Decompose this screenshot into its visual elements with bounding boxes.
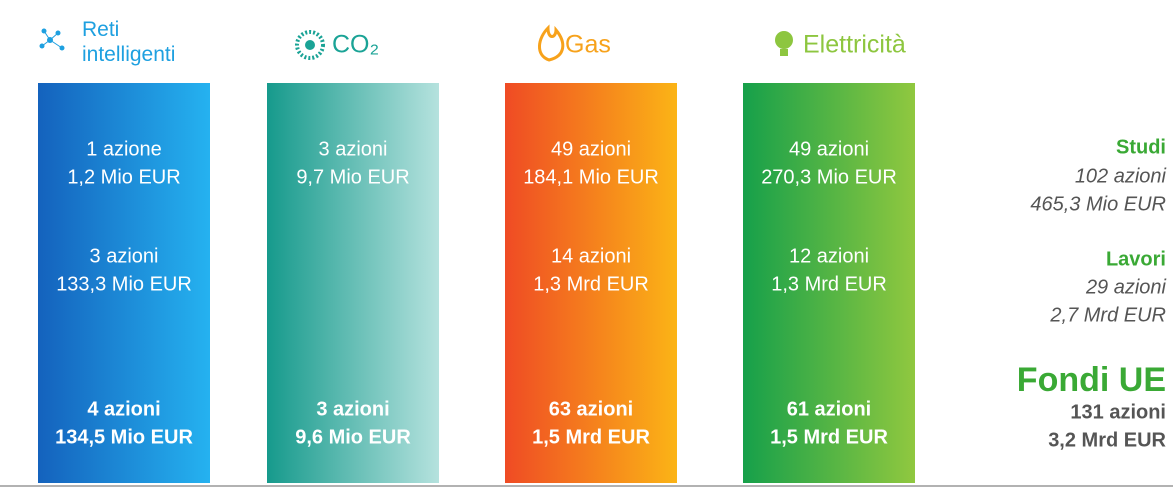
column-title: Elettricità (803, 31, 906, 59)
column-lavori: 1,3 Mrd EUR (771, 273, 887, 295)
column-studi: 1 azione (86, 138, 162, 160)
column-studi: 1,2 Mio EUR (67, 166, 180, 188)
summary-line: 3,2 Mrd EUR (1048, 429, 1166, 451)
column-studi: 270,3 Mio EUR (761, 166, 897, 188)
column-totale: 63 azioni (549, 398, 633, 420)
summary-line: 131 azioni (1070, 401, 1166, 423)
column-title: Reti intelligenti (82, 18, 175, 66)
column-totale: 134,5 Mio EUR (55, 426, 193, 448)
summary-label: Fondi UE (1017, 361, 1166, 399)
column-totale: 1,5 Mrd EUR (532, 426, 650, 448)
summary-label: Lavori (1106, 248, 1166, 270)
column-lavori: 14 azioni (551, 245, 631, 267)
column-totale: 61 azioni (787, 398, 871, 420)
column-studi: 9,7 Mio EUR (296, 166, 409, 188)
column-studi: 3 azioni (319, 138, 388, 160)
column-totale: 4 azioni (87, 398, 160, 420)
column-studi: 184,1 Mio EUR (523, 166, 659, 188)
column-lavori: 12 azioni (789, 245, 869, 267)
icon-gas (538, 24, 565, 62)
column-lavori: 133,3 Mio EUR (56, 273, 192, 295)
summary-line: 102 azioni (1075, 165, 1167, 187)
summary-label: Studi (1116, 136, 1166, 158)
icon-co2 (295, 30, 325, 60)
column-studi: 49 azioni (789, 138, 869, 160)
column-studi: 49 azioni (551, 138, 631, 160)
icon-bulb (775, 31, 793, 56)
column-totale: 9,6 Mio EUR (295, 426, 411, 448)
column (38, 83, 210, 483)
column (743, 83, 915, 483)
column-totale: 1,5 Mrd EUR (770, 426, 888, 448)
summary-line: 2,7 Mrd EUR (1049, 304, 1166, 326)
column-lavori: 3 azioni (90, 245, 159, 267)
column-totale: 3 azioni (316, 398, 389, 420)
icon-grid (39, 28, 65, 51)
summary-line: 465,3 Mio EUR (1030, 193, 1166, 215)
column (505, 83, 677, 483)
column (267, 83, 439, 483)
column-title: CO₂ (332, 31, 379, 59)
column-lavori: 1,3 Mrd EUR (533, 273, 649, 295)
column-title: Gas (565, 31, 611, 59)
summary-line: 29 azioni (1085, 276, 1167, 298)
